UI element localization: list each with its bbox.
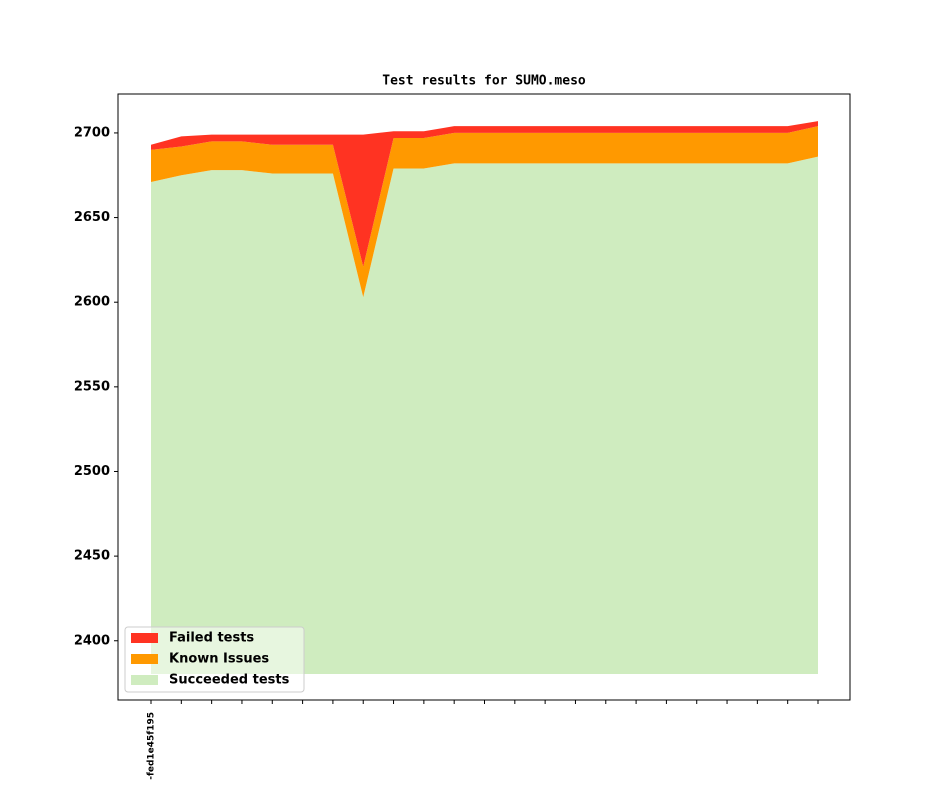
legend-label: Failed tests [169, 631, 254, 646]
area [151, 121, 818, 267]
y-tick-label: 2400 [74, 633, 110, 648]
legend-swatch [131, 654, 158, 664]
legend: Failed tests Known Issues Succeeded tests [124, 626, 305, 693]
y-tick-label: 2550 [74, 379, 110, 394]
area [151, 156, 818, 674]
chart-title: Test results for SUMO.meso [382, 74, 586, 89]
y-tick-label: 2500 [74, 464, 110, 479]
y-tick-label: 2700 [74, 125, 110, 140]
x-tick-label: -fed1e45f195 [147, 712, 157, 780]
legend-box [124, 626, 305, 693]
y-tick-label: 2650 [74, 210, 110, 225]
legend-swatch [131, 633, 158, 643]
legend-label: Known Issues [169, 652, 269, 667]
legend-label: Succeeded tests [169, 673, 290, 688]
y-tick-label: 2600 [74, 295, 110, 310]
area [151, 126, 818, 298]
y-tick-label: 2450 [74, 549, 110, 564]
legend-swatch [131, 675, 158, 685]
